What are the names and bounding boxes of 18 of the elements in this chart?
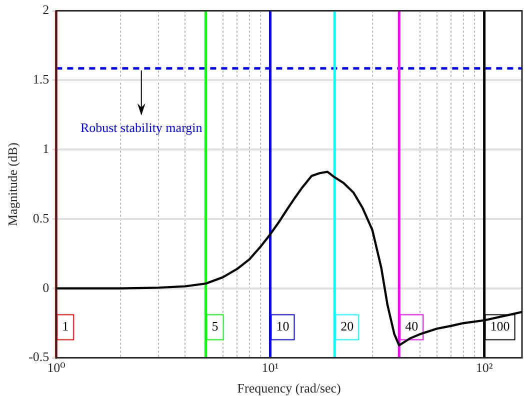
y-tick-label: 1.5 — [32, 72, 50, 87]
ref-line-label: 10 — [276, 318, 290, 334]
x-axis-title: Frequency (rad/sec) — [237, 380, 341, 396]
annotation: Robust stability margin — [80, 120, 203, 135]
y-tick-label: 1 — [42, 141, 50, 156]
y-tick-label: 0 — [42, 280, 50, 295]
ref-line-label: 100 — [490, 318, 510, 334]
x-tick-label: 10¹ — [262, 360, 279, 376]
y-tick-label: 2 — [42, 2, 50, 18]
ref-line-label: 40 — [405, 318, 418, 334]
ref-line-label: 5 — [212, 318, 218, 334]
x-tick-label: 10⁰ — [47, 360, 66, 376]
y-tick-label: -0.5 — [28, 349, 50, 364]
y-axis-title: Magnitude (dB) — [5, 142, 20, 226]
x-tick-label: 10² — [476, 360, 493, 376]
ref-line-label: 1 — [62, 318, 69, 334]
y-tick-label: 0.5 — [32, 210, 50, 226]
ref-line-label: 20 — [340, 318, 354, 334]
